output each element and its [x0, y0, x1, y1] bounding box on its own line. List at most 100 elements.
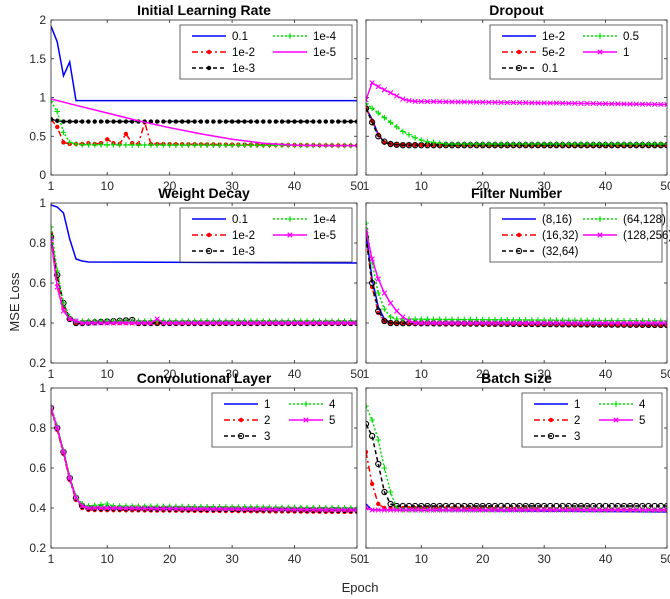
- series-marker-5: [310, 506, 316, 513]
- series-marker-5: [535, 507, 541, 513]
- series-marker-3: [663, 502, 667, 510]
- series-marker-4: [173, 142, 179, 148]
- series-marker-5: [279, 506, 285, 513]
- series-marker-4: [369, 417, 375, 423]
- series-marker-3: [86, 119, 91, 124]
- series-marker-4: [516, 317, 523, 323]
- series-line-5: [366, 230, 667, 324]
- series-marker-4: [375, 437, 382, 443]
- series-marker-4: [235, 142, 242, 149]
- series-marker-5: [652, 101, 658, 108]
- series-marker-4: [110, 142, 117, 148]
- x-tick-label: 30: [537, 552, 551, 566]
- series-line-1: [51, 204, 357, 264]
- legend-marker-3: [205, 247, 213, 255]
- series-marker-5: [510, 99, 517, 106]
- series-marker-5: [148, 320, 154, 326]
- series-marker-5: [266, 506, 273, 513]
- x-tick-label: 1: [48, 179, 55, 193]
- series-marker-5: [504, 99, 510, 106]
- legend-marker-2: [516, 232, 522, 238]
- series-marker-5: [291, 506, 298, 513]
- series-marker-4: [498, 141, 504, 147]
- series-marker-4: [241, 142, 248, 149]
- series-marker-5: [498, 99, 504, 106]
- series-marker-5: [572, 320, 578, 326]
- series-marker-4: [473, 316, 480, 323]
- series-marker-5: [449, 320, 455, 326]
- series-marker-4: [449, 316, 455, 323]
- series-marker-5: [375, 276, 381, 282]
- x-tick-label: 1: [363, 179, 370, 193]
- series-marker-3: [67, 119, 72, 124]
- series-line-5: [51, 98, 357, 147]
- y-tick-label: 0.2: [29, 356, 46, 370]
- series-marker-3: [348, 119, 353, 124]
- legend: 1 4 2 5 3: [521, 392, 663, 448]
- series-marker-5: [406, 507, 412, 513]
- series-marker-3: [317, 119, 322, 124]
- series-marker-4: [179, 142, 185, 148]
- series-marker-3: [405, 142, 413, 149]
- series-marker-5: [535, 100, 541, 106]
- legend-label: 1e-3: [232, 63, 255, 75]
- series-marker-3: [111, 119, 116, 124]
- series-marker-4: [547, 317, 554, 323]
- chart-title: Filter Number: [471, 185, 563, 201]
- legend-label: 2: [574, 415, 580, 427]
- series-marker-4: [430, 316, 437, 323]
- legend-label: 1: [623, 47, 629, 59]
- series-marker-4: [104, 501, 111, 507]
- series-marker-5: [553, 320, 560, 326]
- series-marker-4: [615, 141, 621, 147]
- series-marker-4: [504, 141, 511, 147]
- chart-title: Batch Size: [481, 370, 552, 386]
- series-marker-5: [60, 308, 67, 314]
- series-marker-5: [455, 320, 461, 326]
- series-marker-4: [381, 306, 388, 312]
- series-marker-5: [98, 320, 104, 326]
- legend-marker-5: [287, 232, 293, 238]
- series-marker-5: [639, 101, 646, 107]
- legend: (8,16) (64,128) (16,32) (128,256) (32,64): [489, 207, 670, 263]
- series-marker-5: [621, 320, 627, 326]
- series-marker-4: [467, 316, 474, 323]
- series-marker-5: [406, 318, 412, 324]
- series-marker-5: [473, 99, 480, 105]
- series-marker-3: [387, 140, 394, 148]
- series-marker-5: [437, 507, 443, 513]
- series-marker-5: [658, 507, 664, 513]
- x-tick-label: 50: [350, 179, 364, 193]
- axes-box: [50, 387, 358, 549]
- series-marker-4: [559, 141, 566, 147]
- legend-marker-4: [287, 33, 293, 39]
- series-marker-4: [516, 141, 523, 147]
- legend-label: (128,256): [623, 230, 670, 242]
- y-tick-label: 0.6: [29, 276, 46, 290]
- series-marker-5: [455, 99, 461, 105]
- series-marker-5: [260, 320, 267, 326]
- series-marker-5: [535, 320, 541, 326]
- series-marker-4: [393, 316, 400, 322]
- series-marker-5: [664, 101, 667, 108]
- series-marker-5: [609, 320, 615, 326]
- y-tick-label: 0.8: [29, 421, 46, 435]
- series-marker-4: [436, 316, 443, 323]
- series-marker-5: [73, 318, 79, 324]
- series-marker-5: [160, 320, 167, 326]
- series-marker-5: [645, 101, 652, 107]
- series-marker-4: [645, 141, 652, 147]
- y-tick-label: 1: [39, 381, 46, 395]
- series-marker-4: [223, 142, 229, 148]
- series-marker-5: [129, 320, 135, 326]
- series-marker-4: [369, 105, 375, 112]
- chart-panel-5: Convolutional Layer 1 10 20 30 40 50 0.2 0.4 0.6 0…: [29, 370, 364, 566]
- series-marker-5: [154, 316, 160, 322]
- legend-marker-3: [547, 432, 555, 440]
- series-marker-3: [261, 119, 266, 124]
- series-marker-5: [443, 320, 449, 326]
- series-marker-5: [430, 98, 437, 105]
- series-marker-5: [621, 507, 627, 513]
- series-marker-3: [154, 119, 160, 124]
- legend-box: [211, 392, 353, 448]
